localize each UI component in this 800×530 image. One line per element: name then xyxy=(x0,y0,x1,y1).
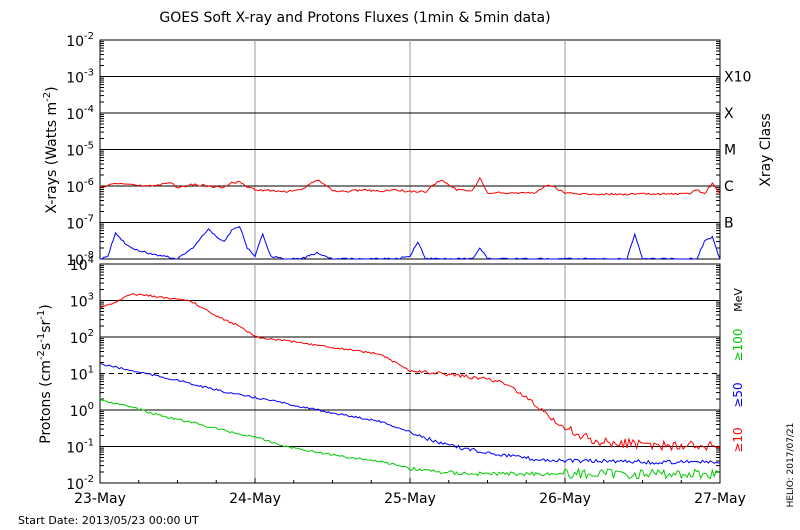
proton-ylabel-exp1: -2 xyxy=(36,350,47,360)
xray-y-tick-base: 10 xyxy=(66,180,84,196)
x-axis-tick-label: 26-May xyxy=(539,491,591,507)
xray-y-tick-label: 10-4 xyxy=(66,104,94,123)
xray-y-tick-base: 10 xyxy=(66,107,84,123)
xray-y-ticks: 10-810-710-610-510-410-310-2 xyxy=(66,31,720,269)
xray-y-tick-exponent: -8 xyxy=(84,250,94,261)
proton-y-tick-label: 10-1 xyxy=(66,438,94,457)
credit-label: HELIO: 2017/07/21 xyxy=(786,423,796,508)
xray-y-tick-exponent: -6 xyxy=(84,177,94,188)
xray-y-axis-label: X-rays (Watts m-2) xyxy=(42,86,60,213)
proton-legend-entry: ≥10 xyxy=(731,427,745,452)
proton-energy-unit: MeV xyxy=(732,288,745,312)
xray-y-tick-exponent: -3 xyxy=(84,68,94,79)
proton-y-tick-base: 10 xyxy=(70,258,88,274)
xray-y-tick-base: 10 xyxy=(66,253,84,269)
proton-legend-entry: ≥50 xyxy=(731,382,745,407)
proton-y-tick-exponent: 2 xyxy=(88,328,94,339)
xray-y-tick-exponent: -7 xyxy=(84,214,94,225)
xray-series-line-1 xyxy=(100,226,721,260)
xray-class-label: M xyxy=(724,143,736,159)
proton-y-tick-base: 10 xyxy=(70,295,88,311)
proton-series-line-0 xyxy=(99,293,721,452)
proton-gridlines xyxy=(100,264,720,483)
xray-y-tick-exponent: -5 xyxy=(84,141,94,152)
xray-class-label: X10 xyxy=(724,70,751,86)
start-date-label: Start Date: 2013/05/23 00:00 UT xyxy=(18,514,199,527)
xray-y-tick-exponent: -4 xyxy=(84,104,94,115)
proton-series xyxy=(99,293,721,480)
xray-y-tick-base: 10 xyxy=(66,71,84,87)
xray-y-tick-label: 10-6 xyxy=(66,177,94,196)
proton-legend-entry: ≥100 xyxy=(731,329,745,362)
xray-class-label: B xyxy=(724,216,734,232)
xray-ylabel-main: X-rays (Watts m xyxy=(44,102,60,214)
xray-gridlines xyxy=(100,40,720,259)
proton-ylabel-main: Protons (cm xyxy=(38,360,54,444)
proton-ylabel-exp2: -1 xyxy=(36,333,47,343)
proton-ylabel-mid2: sr xyxy=(38,319,54,332)
xray-y-tick-label: 10-8 xyxy=(66,250,94,269)
proton-y-tick-exponent: -2 xyxy=(84,474,94,485)
chart-title: GOES Soft X-ray and Protons Fluxes (1min… xyxy=(159,10,550,26)
proton-ylabel-close: ) xyxy=(38,304,54,309)
proton-energy-legend: ≥10 ≥50 ≥100 xyxy=(731,329,745,453)
proton-y-tick-label: 101 xyxy=(70,365,94,384)
proton-y-axis-label: Protons (cm-2s-1sr-1) xyxy=(36,304,54,443)
xray-y-tick-base: 10 xyxy=(66,34,84,50)
xray-y-tick-label: 10-2 xyxy=(66,31,94,50)
proton-series-line-2 xyxy=(99,397,721,480)
xray-series-line-0 xyxy=(99,176,721,196)
proton-series-line-1 xyxy=(99,363,721,465)
proton-y-tick-exponent: -1 xyxy=(84,438,94,449)
xray-ylabel-close: ) xyxy=(44,86,60,91)
proton-y-tick-exponent: 0 xyxy=(88,401,94,412)
proton-y-tick-base: 10 xyxy=(70,331,88,347)
proton-y-tick-base: 10 xyxy=(66,441,84,457)
xray-y-tick-base: 10 xyxy=(66,217,84,233)
proton-y-tick-label: 103 xyxy=(70,292,94,311)
x-axis-tick-label: 24-May xyxy=(229,491,281,507)
proton-y-tick-label: 102 xyxy=(70,328,94,347)
xray-series xyxy=(99,176,721,260)
x-axis-tick-label: 25-May xyxy=(384,491,436,507)
proton-y-tick-base: 10 xyxy=(70,404,88,420)
xray-class-axis-label: Xray Class xyxy=(758,113,774,187)
proton-y-tick-label: 10-2 xyxy=(66,474,94,493)
proton-y-tick-label: 104 xyxy=(70,255,94,274)
xray-class-label: C xyxy=(724,179,734,195)
x-axis-date-ticks: 23-May 24-May 25-May 26-May 27-May xyxy=(74,478,746,507)
proton-y-tick-exponent: 1 xyxy=(88,365,94,376)
xray-y-tick-base: 10 xyxy=(66,144,84,160)
proton-y-tick-exponent: 3 xyxy=(88,292,94,303)
proton-ylabel-exp3: -1 xyxy=(36,310,47,320)
proton-ylabel-mid: s xyxy=(38,343,54,350)
xray-y-tick-label: 10-5 xyxy=(66,141,94,160)
x-axis-tick-label: 23-May xyxy=(74,491,126,507)
xray-ylabel-exp: -2 xyxy=(42,92,53,102)
proton-y-tick-base: 10 xyxy=(70,368,88,384)
xray-y-tick-label: 10-7 xyxy=(66,214,94,233)
xray-y-tick-label: 10-3 xyxy=(66,68,94,87)
xray-y-tick-exponent: -2 xyxy=(84,31,94,42)
proton-y-tick-label: 100 xyxy=(70,401,94,420)
xray-class-labels: B C M X X10 xyxy=(724,70,751,232)
proton-y-tick-base: 10 xyxy=(66,477,84,493)
proton-y-tick-exponent: 4 xyxy=(88,255,94,266)
x-axis-tick-label: 27-May xyxy=(694,491,746,507)
xray-class-label: X xyxy=(724,106,734,122)
